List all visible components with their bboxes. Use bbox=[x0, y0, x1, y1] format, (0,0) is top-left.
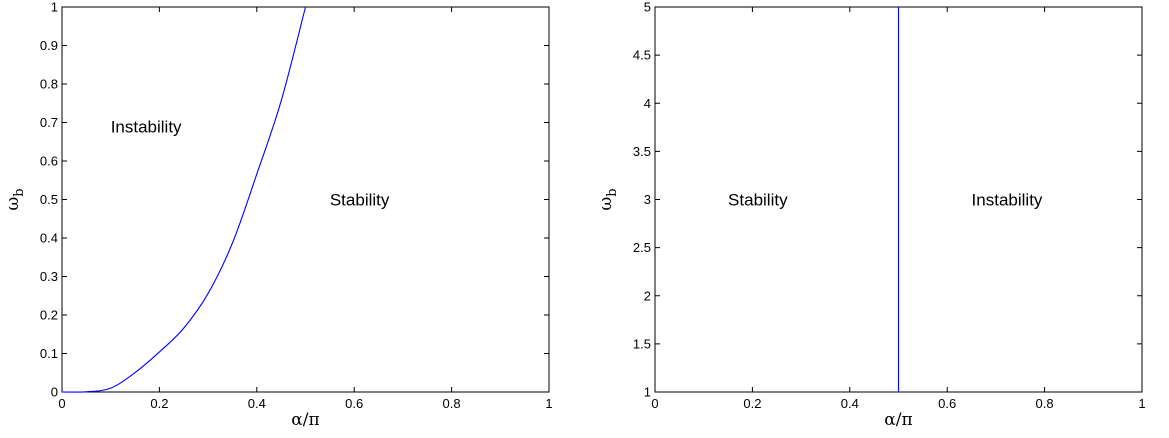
right-x-tick-label: 0 bbox=[651, 396, 658, 411]
left-y-axis-label-sub: b bbox=[12, 188, 27, 196]
left-y-tick-label: 1 bbox=[51, 0, 58, 15]
right-region-label-stability: Stability bbox=[728, 191, 788, 210]
right-x-tick-label: 0.8 bbox=[1036, 396, 1054, 411]
right-y-tick-label: 3.5 bbox=[633, 144, 651, 159]
left-x-tick-label: 0 bbox=[58, 396, 65, 411]
right-x-tick-label: 0.6 bbox=[938, 396, 956, 411]
left-region-label-stability: Stability bbox=[330, 191, 390, 210]
left-x-tick-label: 0.4 bbox=[248, 396, 266, 411]
left-y-axis-label: ωb bbox=[3, 188, 27, 210]
right-x-tick-label: 1 bbox=[1138, 396, 1145, 411]
left-y-axis-label-main: ω bbox=[3, 197, 23, 211]
right-y-axis-label-sub: b bbox=[605, 188, 620, 196]
left-y-tick-label: 0.3 bbox=[40, 269, 58, 284]
left-y-tick-label: 0.9 bbox=[40, 38, 58, 53]
left-y-tick-label: 0.2 bbox=[40, 308, 58, 323]
right-y-tick-label: 4.5 bbox=[633, 48, 651, 63]
right-y-axis-label-main: ω bbox=[596, 197, 616, 211]
left-y-tick-label: 0.5 bbox=[40, 192, 58, 207]
left-region-label-instability: Instability bbox=[111, 117, 182, 136]
left-y-tick-label: 0.8 bbox=[40, 77, 58, 92]
left-y-tick-label: 0.4 bbox=[40, 231, 58, 246]
left-y-tick-label: 0.7 bbox=[40, 115, 58, 130]
left-boundary-line bbox=[61, 6, 307, 393]
right-y-tick-label: 1.5 bbox=[633, 336, 651, 351]
right-y-tick-label: 1 bbox=[644, 385, 651, 400]
right-x-tick-label: 0.2 bbox=[743, 396, 761, 411]
left-x-tick-label: 0.8 bbox=[443, 396, 461, 411]
right-x-tick-label: 0.4 bbox=[841, 396, 859, 411]
left-x-axis-label: α/π bbox=[291, 410, 319, 430]
left-y-tick-label: 0.1 bbox=[40, 346, 58, 361]
right-y-axis-label: ωb bbox=[596, 188, 620, 210]
left-x-tick-label: 0.6 bbox=[345, 396, 363, 411]
left-y-tick-label: 0 bbox=[51, 385, 58, 400]
left-y-tick-label: 0.6 bbox=[40, 154, 58, 169]
right-x-axis-label: α/π bbox=[884, 410, 912, 430]
left-x-tick-label: 0.2 bbox=[150, 396, 168, 411]
right-y-tick-label: 2.5 bbox=[633, 240, 651, 255]
right-region-label-instability: Instability bbox=[972, 191, 1043, 210]
right-y-tick-label: 3 bbox=[644, 192, 651, 207]
right-y-tick-label: 5 bbox=[644, 0, 651, 15]
right-y-tick-label: 4 bbox=[644, 96, 651, 111]
left-x-tick-label: 1 bbox=[545, 396, 552, 411]
left-chart: 0 0.2 0.4 0.6 0.8 1 0 0.1 0.2 0.3 0.4 0.5 0.6 0.7 0.8 0… bbox=[3, 0, 553, 430]
right-y-tick-label: 2 bbox=[644, 288, 651, 303]
right-chart: 0 0.2 0.4 0.6 0.8 1 1 1.5 2 2.5 3 3.5 4 4.5 5 α/π ωb Stab… bbox=[596, 0, 1146, 430]
